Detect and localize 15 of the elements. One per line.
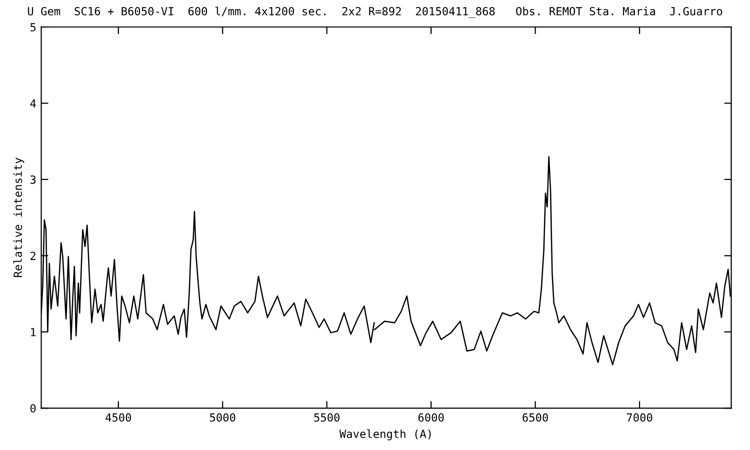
x-tick-label: 6000: [418, 413, 444, 422]
y-tick-label: 1: [31, 328, 36, 336]
y-tick-label: 3: [30, 175, 36, 184]
y-tick-label: 2: [30, 252, 36, 260]
x-axis-title: Wavelength (A): [339, 429, 431, 440]
x-tick-label: 7000: [626, 413, 652, 422]
x-tick-label: 5000: [210, 413, 236, 422]
y-tick-label: 5: [30, 23, 36, 32]
x-tick-label: 6500: [522, 413, 548, 422]
chart-title: U Gem SC16 + B6050-VI 600 l/mm. 4x1200 sec. 2x2 R=892 20150411_868 Obs. REMOT Sta. Maria J.Guarro: [28, 6, 722, 18]
y-tick-label: 4: [30, 99, 36, 108]
x-tick-label: 4500: [106, 413, 132, 422]
x-tick-label: 5500: [314, 413, 340, 422]
y-axis-title: Relative intensity: [13, 158, 24, 277]
y-tick-label: 0: [30, 404, 36, 413]
